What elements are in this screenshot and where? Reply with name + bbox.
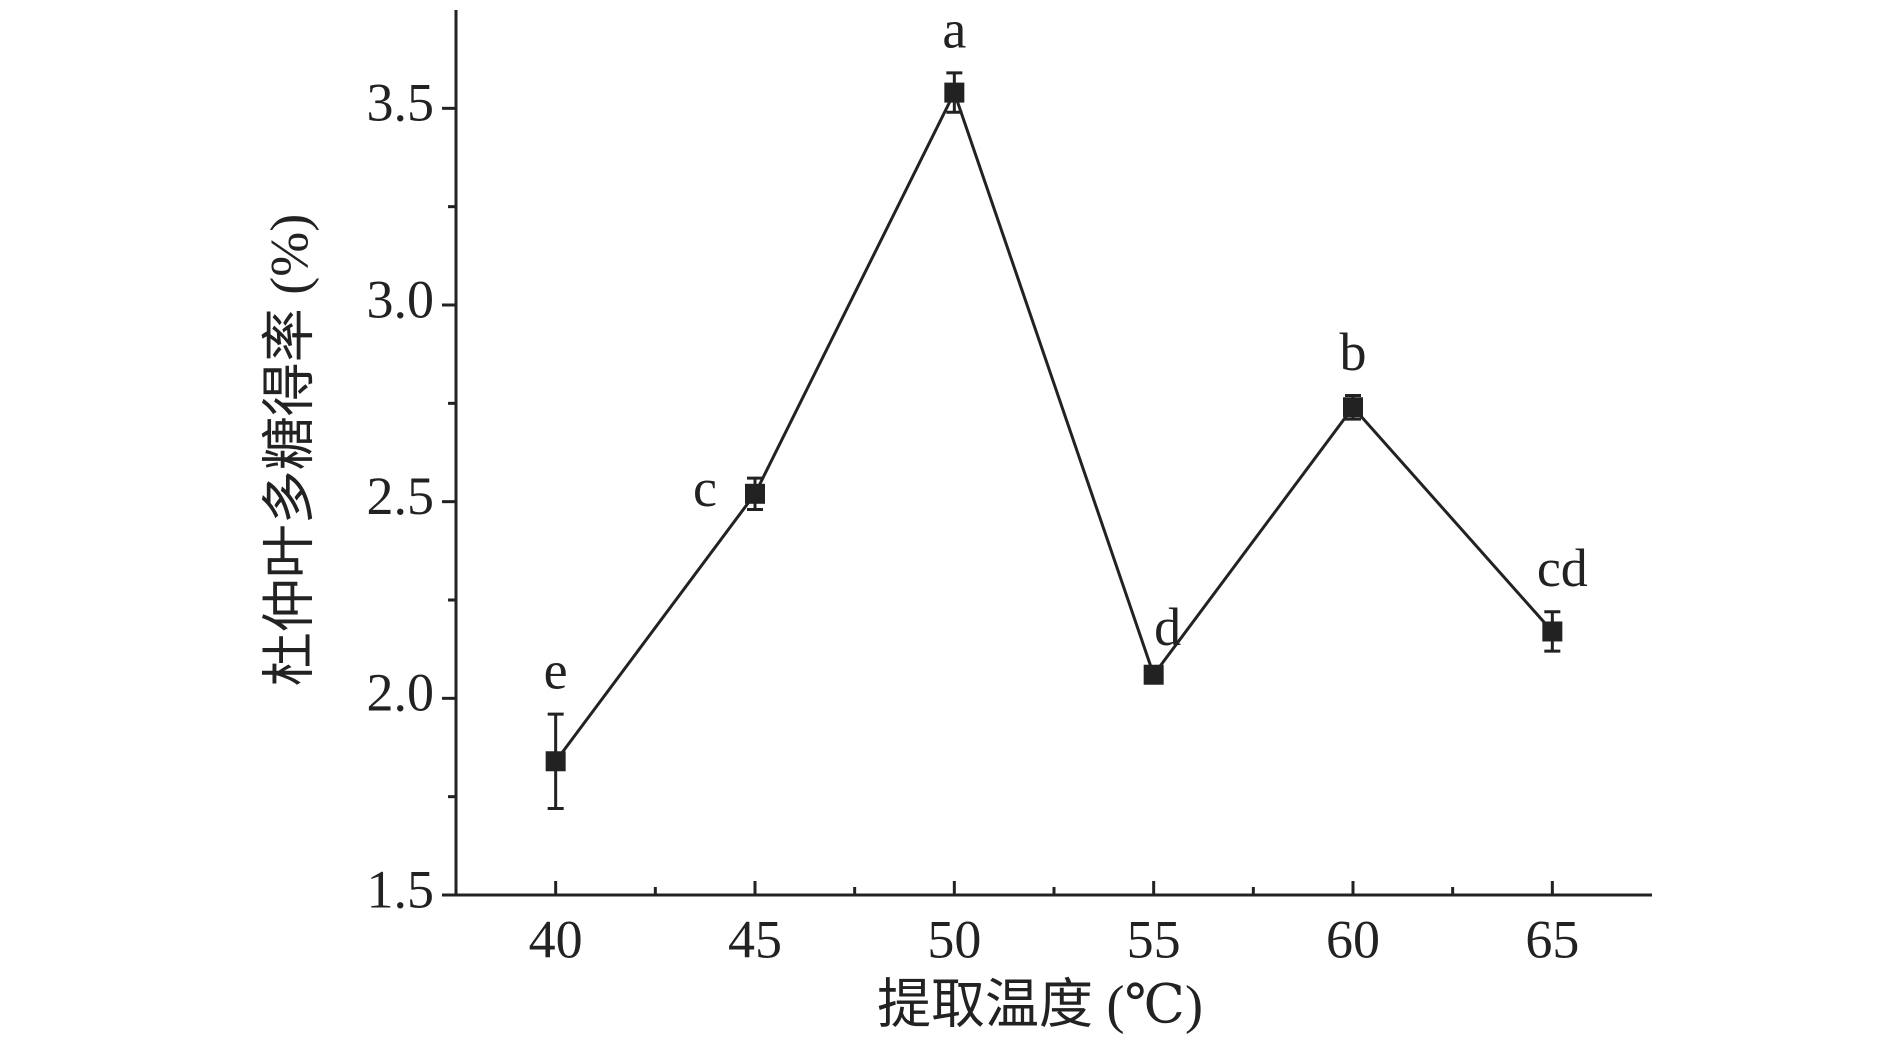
x-tick-label: 45 [728,909,782,969]
x-tick-label: 65 [1525,909,1579,969]
data-point [944,82,965,103]
x-tick-label: 50 [927,909,981,969]
data-point [1343,397,1363,418]
significance-label: cd [1537,538,1588,598]
y-tick-label: 1.5 [367,859,435,919]
data-point [1143,664,1164,685]
x-tick-label: 40 [529,909,583,969]
significance-label: b [1340,322,1367,382]
significance-label: d [1154,597,1181,657]
significance-label: c [693,458,717,518]
axes [454,10,1652,897]
y-tick-label: 2.0 [367,663,435,723]
significance-label: e [544,640,568,700]
y-axis-label: 杜仲叶多糖得率 (%) [259,214,319,686]
x-tick-label: 55 [1127,909,1181,969]
significance-label: a [942,0,966,59]
data-point [745,483,765,504]
x-axis-label: 提取温度 (℃) [877,974,1203,1034]
data-point [1542,621,1563,642]
data-point [545,751,566,772]
y-tick-label: 2.5 [367,466,435,526]
y-tick-label: 3.5 [367,73,435,133]
x-tick-label: 60 [1326,909,1380,969]
data-line [554,88,1554,763]
y-tick-label: 3.0 [367,269,435,329]
